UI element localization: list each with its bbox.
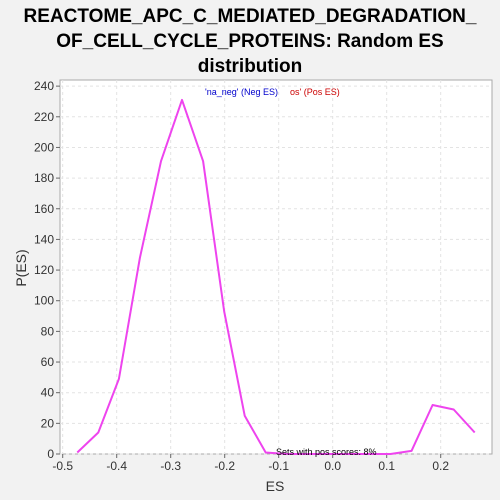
y-tick-label: 200 (34, 140, 54, 154)
y-tick-label: 0 (47, 447, 54, 461)
chart-title-line-2: OF_CELL_CYCLE_PROTEINS: Random ES (56, 31, 443, 52)
x-tick-label: -0.1 (268, 459, 289, 473)
y-tick-label: 40 (41, 386, 55, 400)
y-tick-label: 20 (41, 416, 55, 430)
x-tick-label: -0.3 (160, 459, 181, 473)
x-tick-label: -0.4 (106, 459, 127, 473)
chart-title-line-3: distribution (198, 56, 302, 77)
chart-title-line-1: REACTOME_APC_C_MEDIATED_DEGRADATION_ (24, 6, 477, 27)
y-tick-label: 140 (34, 232, 54, 246)
series-lines (76, 98, 476, 455)
plot-area (59, 79, 493, 455)
legend-pos-label: os' (Pos ES) (290, 87, 340, 97)
y-tick-label: 80 (41, 324, 55, 338)
y-tick-label: 160 (34, 202, 54, 216)
x-tick-label: -0.5 (52, 459, 73, 473)
axes (56, 85, 442, 458)
y-axis-label: P(ES) (13, 249, 29, 286)
tick-labels: -0.5 -0.4 -0.3 -0.2 -0.1 0.0 0.1 0.2 0 20 40 60 80 10… (34, 79, 449, 473)
es-distribution-line (76, 98, 476, 455)
x-tick-label: 0.0 (324, 459, 341, 473)
y-tick-label: 240 (34, 79, 54, 93)
x-axis-label: ES (266, 478, 285, 494)
y-tick-label: 100 (34, 294, 54, 308)
legend-neg-label: 'na_neg' (Neg ES) (205, 87, 278, 97)
x-tick-label: 0.2 (432, 459, 449, 473)
x-tick-label: -0.2 (214, 459, 235, 473)
pos-scores-annotation: Sets with pos scores: 8% (276, 447, 377, 457)
x-tick-label: 0.1 (378, 459, 395, 473)
y-tick-label: 60 (41, 355, 55, 369)
y-tick-label: 220 (34, 110, 54, 124)
y-tick-label: 180 (34, 171, 54, 185)
y-tick-label: 120 (34, 263, 54, 277)
